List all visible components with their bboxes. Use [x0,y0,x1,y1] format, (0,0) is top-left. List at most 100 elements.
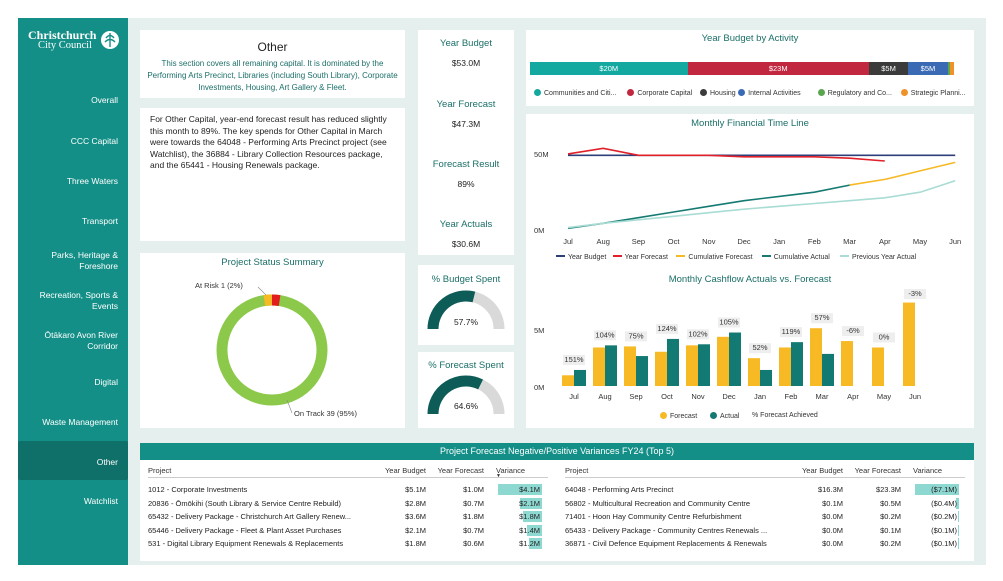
nav-watchlist[interactable]: Watchlist [83,496,118,506]
table-row[interactable]: 65432 - Delivery Package - Christchurch … [148,511,548,524]
pct-label-bg [904,289,926,299]
variance-value: ($0.1M) [931,525,957,535]
timeline-legend-item[interactable]: Year Forecast [612,254,668,261]
budget-legend-item[interactable]: Regulatory and Co... [817,89,892,97]
budget-legend-item[interactable]: Internal Activities [738,89,801,97]
timeline-y-label-50m: 50M [534,150,549,159]
budget-legend-label: Internal Activities [748,90,801,97]
cashflow-bar-actual-nov[interactable] [698,344,710,386]
budget-segment-regulatory-and-co[interactable] [947,62,951,75]
timeline-legend: Year Budget Year Forecast Cumulative Forec… [556,254,966,266]
cashflow-bar-actual-aug[interactable] [605,345,617,386]
project-name: 65446 - Delivery Package - Fleet & Plant… [148,525,342,535]
cashflow-x-tick-dec: Dec [722,392,736,401]
legend-line-icon [556,255,565,257]
table-row[interactable]: 65433 - Delivery Package - Community Cen… [565,524,965,538]
nav-waste-management[interactable]: Waste Management [42,417,118,427]
table-row[interactable]: 64048 - Performing Arts Precinct $16.3M $2… [565,484,965,497]
table-row[interactable]: 65446 - Delivery Package - Fleet & Plant… [148,524,548,538]
timeline-series-previous-year-actual[interactable] [567,180,956,229]
legend-line-icon [612,255,622,257]
kpi-year-budget-value: $53.0M [451,58,481,68]
budget-legend-label: Corporate Capital [637,90,693,97]
table-header-project[interactable]: Project [148,466,172,475]
variance-table-positive: Project Year Budget Year Forecast Variance 6… [565,465,965,559]
variance-value: $1.4M [519,525,540,535]
cashflow-pct-label-mar: 57% [814,313,829,322]
budget-legend-item[interactable]: Corporate Capital [627,89,692,97]
table-header-year-forecast[interactable]: Year Forecast [437,466,484,475]
nav-otakaro-avon-river-corridor[interactable]: Ōtākaro Avon River Corridor [44,330,118,351]
budget-legend-item[interactable]: Strategic Planni... [900,89,966,97]
variance-bar [958,538,959,549]
cashflow-bar-forecast-nov[interactable] [686,345,698,386]
cashflow-bar-actual-feb[interactable] [791,342,803,386]
cashflow-legend-item[interactable]: Actual [710,412,739,420]
timeline-x-tick-may: May [913,237,927,246]
budget-segment-communities-and-citi[interactable]: $20M [530,62,688,75]
budget-segment-housing[interactable]: $5M [868,62,909,75]
nav-parks-heritage-foreshore[interactable]: Parks, Heritage & Foreshore [51,250,118,271]
table-row[interactable]: 71401 - Hoon Hay Community Centre Refurb… [565,511,965,524]
cashflow-bar-forecast-jul[interactable] [562,375,574,386]
project-name: 56802 - Multicultural Recreation and Com… [565,498,751,508]
cashflow-bar-actual-mar[interactable] [822,353,834,386]
budget-legend-item[interactable]: Housing [700,89,736,97]
cashflow-bar-forecast-jun[interactable] [903,302,915,386]
budget-legend-label: Strategic Planni... [910,90,966,97]
cashflow-bar-forecast-feb[interactable] [779,347,791,386]
cashflow-bar-forecast-sep[interactable] [624,346,636,386]
variance-bar [519,497,542,509]
cashflow-bar-actual-oct[interactable] [667,338,679,386]
table-header-year-budget[interactable]: Year Budget [801,466,843,475]
nav-digital[interactable]: Digital [94,377,118,387]
table-row[interactable]: 531 - Digital Library Equipment Renewals… [148,538,548,551]
budget-legend-item[interactable]: Communities and Citi... [534,89,616,97]
table-row[interactable]: 20836 - Ōmōkihi (South Library & Service… [148,497,548,511]
nav-ccc-capital[interactable]: CCC Capital [70,136,118,146]
table-header-year-budget[interactable]: Year Budget [384,466,426,475]
timeline-series-year-forecast[interactable] [567,147,885,162]
logo-line2: City Council [38,40,92,51]
timeline-legend-item[interactable]: Cumulative Actual [761,254,830,261]
table-header-project[interactable]: Project [565,466,589,475]
cashflow-bar-forecast-aug[interactable] [593,347,605,386]
legend-dot-icon [660,412,667,419]
cashflow-bar-actual-jul[interactable] [574,369,586,386]
cashflow-bar-forecast-may[interactable] [872,347,884,386]
timeline-legend-item[interactable]: Year Budget [556,254,606,261]
cashflow-bar-actual-dec[interactable] [729,332,741,386]
budget-segment-corporate-capital[interactable]: $23M [687,62,869,75]
budget-segment-strategic-planni[interactable] [950,62,954,75]
year-budget: $16.3M [817,485,843,494]
cashflow-bar-actual-jan[interactable] [760,369,772,386]
nav-transport[interactable]: Transport [81,216,118,226]
cashflow-legend-item[interactable]: Forecast [660,412,697,420]
timeline-series-cumulative-forecast[interactable] [849,161,956,186]
nav-overall[interactable]: Overall [91,95,118,105]
nav-recreation-sports-events[interactable]: Recreation, Sports & Events [39,290,118,311]
cashflow-bar-forecast-oct[interactable] [655,351,667,386]
donut-at-risk [216,294,328,406]
cashflow-bar-forecast-jan[interactable] [748,358,760,386]
timeline-legend-item[interactable]: Cumulative Forecast [676,254,753,261]
table-header-year-forecast[interactable]: Year Forecast [854,466,901,475]
pct-label-bg [873,332,895,343]
cashflow-x-tick-jul: Jul [569,392,579,401]
budget-segment-internal-activities[interactable]: $5M [908,62,948,75]
cashflow-bar-forecast-mar[interactable] [810,328,822,386]
cashflow-x-tick-oct: Oct [661,392,674,401]
cashflow-bar-forecast-dec[interactable] [717,336,729,386]
table-row[interactable]: 36871 - Civil Defence Equipment Replacem… [565,538,965,551]
timeline-legend-item[interactable]: Previous Year Actual [840,254,916,261]
sort-desc-icon[interactable]: ▼ [496,473,501,479]
pct-label-bg [780,327,802,338]
table-row[interactable]: 1012 - Corporate Investments $5.1M $1.0M $4… [148,484,548,497]
table-header-variance[interactable]: Variance [496,466,526,475]
table-row[interactable]: 56802 - Multicultural Recreation and Com… [565,497,965,511]
nav-other[interactable]: Other [96,457,118,467]
cashflow-bar-forecast-apr[interactable] [841,341,853,386]
table-header-variance[interactable]: Variance [913,466,943,475]
nav-three-waters[interactable]: Three Waters [66,176,118,186]
cashflow-bar-actual-sep[interactable] [636,356,648,386]
